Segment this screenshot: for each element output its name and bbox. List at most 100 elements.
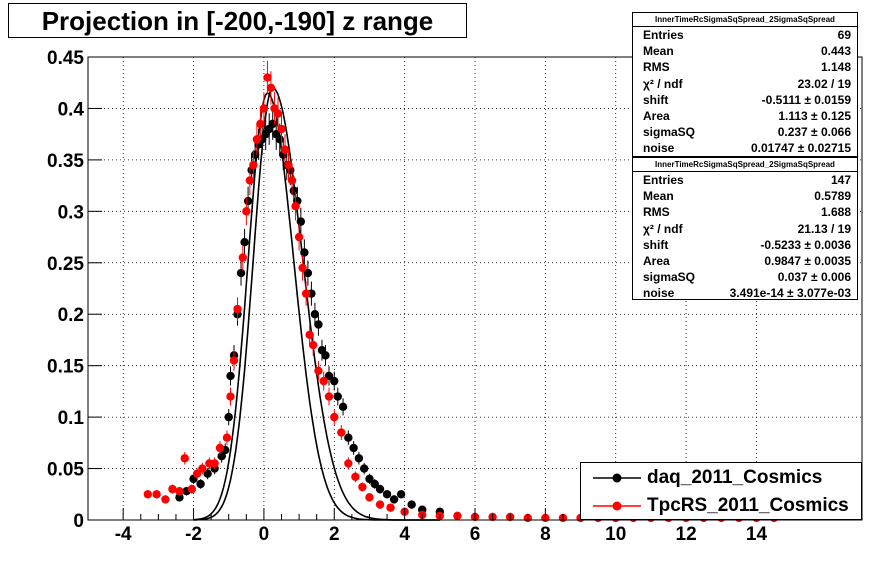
legend-label-daq: daq_2011_Cosmics xyxy=(647,467,823,488)
y-tick-label: 0.35 xyxy=(47,151,84,172)
stats-value: 23.02 / 19 xyxy=(797,76,851,91)
stats-value: 1.113 ± 0.125 xyxy=(778,108,851,123)
stats-box-tpc: InnerTimeRcSigmaSqSpread_2SigmaSqSpread … xyxy=(632,157,858,300)
data-point-tpc xyxy=(161,495,170,504)
data-point-tpc xyxy=(152,490,161,499)
data-point-tpc xyxy=(273,109,283,118)
data-point-tpc xyxy=(245,176,255,185)
data-point-tpc xyxy=(233,304,242,314)
x-tick-label: -4 xyxy=(115,524,132,545)
stats-value: 3.491e-14 ± 3.077e-03 xyxy=(729,286,851,301)
stats-value: 0.9847 ± 0.0035 xyxy=(764,253,851,268)
data-point-tpc xyxy=(337,428,346,437)
data-point-daq xyxy=(175,493,184,502)
data-point-tpc xyxy=(314,366,323,376)
chart-title: Projection in [-200,-190] z range xyxy=(41,6,434,36)
legend-marker-daq xyxy=(593,473,641,483)
stats-key: Entries xyxy=(643,173,684,187)
data-point-daq xyxy=(268,119,277,129)
x-tick-label: 12 xyxy=(676,524,697,545)
data-point-tpc xyxy=(238,253,247,262)
data-point-tpc xyxy=(229,356,239,365)
stats-key: Area xyxy=(643,253,670,268)
x-tick-label: 0 xyxy=(259,524,270,545)
stats-key: sigmaSQ xyxy=(643,270,696,285)
stats-row: χ² / ndf 21.13 / 19 xyxy=(633,221,857,237)
data-point-daq xyxy=(370,479,379,489)
x-tick-label: 6 xyxy=(470,524,481,545)
data-point-daq xyxy=(240,238,249,247)
data-point-tpc xyxy=(294,232,304,242)
stats-value: 0.443 xyxy=(820,44,851,59)
stats-row: noise 0.01747 ± 0.02715 xyxy=(633,140,857,156)
stats-key: noise xyxy=(643,141,675,156)
data-point-daq xyxy=(321,351,330,360)
data-point-tpc xyxy=(198,464,207,473)
data-point-daq xyxy=(324,371,334,381)
data-point-tpc xyxy=(365,493,374,502)
stats-value: 0.5789 xyxy=(814,189,851,204)
data-point-daq xyxy=(303,268,313,278)
data-point-daq xyxy=(359,464,369,473)
stats-row: shift -0.5111 ± 0.0159 xyxy=(633,92,857,108)
data-point-tpc xyxy=(375,500,385,509)
data-point-daq xyxy=(314,320,323,329)
data-point-daq xyxy=(250,150,260,159)
data-point-daq xyxy=(333,392,342,401)
stats-key: shift xyxy=(643,92,669,107)
stats-key: RMS xyxy=(643,205,670,220)
data-point-tpc xyxy=(192,469,202,478)
fit-curve-tpc xyxy=(193,91,440,521)
data-point-tpc xyxy=(386,503,395,512)
data-point-tpc xyxy=(358,482,367,492)
data-point-daq xyxy=(389,495,399,504)
stats-key: Mean xyxy=(643,44,674,59)
y-tick-label: 0.05 xyxy=(47,460,84,481)
data-point-tpc xyxy=(287,176,297,185)
stats-row: shift -0.5233 ± 0.0036 xyxy=(633,237,857,253)
stats-value: 1.688 xyxy=(820,205,851,220)
x-tick-label: 14 xyxy=(746,524,768,545)
data-point-tpc xyxy=(168,484,177,494)
y-axis: 0 0.05 0.1 0.15 0.2 0.25 0.3 0.35 0.4 0.45 xyxy=(47,48,102,532)
stats-row: RMS 1.148 xyxy=(633,59,857,75)
data-point-tpc xyxy=(277,124,286,134)
data-point-tpc xyxy=(175,486,184,496)
data-point-daq xyxy=(365,474,374,484)
stats-box-daq: InnerTimeRcSigmaSqSpread_2SigmaSqSpread … xyxy=(632,12,858,157)
legend: daq_2011_Cosmics TpcRS_2011_Cosmics xyxy=(580,462,862,520)
stats-value: 147 xyxy=(830,173,851,187)
stats-row: Mean 0.5789 xyxy=(633,188,857,204)
stats-key: χ² / ndf xyxy=(643,221,683,236)
data-point-tpc xyxy=(210,459,219,468)
data-point-tpc xyxy=(143,490,153,499)
stats-value: 69 xyxy=(837,28,851,42)
y-tick-label: 0.2 xyxy=(58,305,84,326)
stats-box-title: InnerTimeRcSigmaSqSpread_2SigmaSqSpread xyxy=(633,158,857,172)
x-tick-label: -2 xyxy=(185,524,202,545)
data-point-tpc xyxy=(301,289,311,298)
stats-key: shift xyxy=(643,237,669,252)
stats-value: 1.148 xyxy=(820,60,851,75)
data-point-daq xyxy=(203,469,212,478)
chart-title-box: Projection in [-200,-190] z range xyxy=(8,3,467,38)
legend-entry-daq: daq_2011_Cosmics xyxy=(581,464,861,492)
legend-marker-tpc xyxy=(593,501,641,511)
data-point-daq xyxy=(243,196,253,206)
data-point-tpc xyxy=(249,160,258,170)
data-point-tpc xyxy=(242,207,251,216)
y-tick-label: 0.1 xyxy=(58,408,85,429)
stats-value: -0.5111 ± 0.0159 xyxy=(761,92,851,107)
stats-key: RMS xyxy=(643,60,670,75)
stats-key: sigmaSQ xyxy=(643,125,696,140)
data-point-daq xyxy=(338,402,348,412)
stats-key: noise xyxy=(643,286,675,301)
data-point-tpc xyxy=(222,433,232,442)
stats-value: -0.5233 ± 0.0036 xyxy=(760,237,851,252)
x-tick-label: 4 xyxy=(399,524,410,545)
stats-row: Entries 147 xyxy=(633,172,857,188)
stats-row: Mean 0.443 xyxy=(633,43,857,59)
data-point-tpc xyxy=(256,119,265,129)
data-point-daq xyxy=(196,479,205,489)
data-point-tpc xyxy=(351,472,360,481)
